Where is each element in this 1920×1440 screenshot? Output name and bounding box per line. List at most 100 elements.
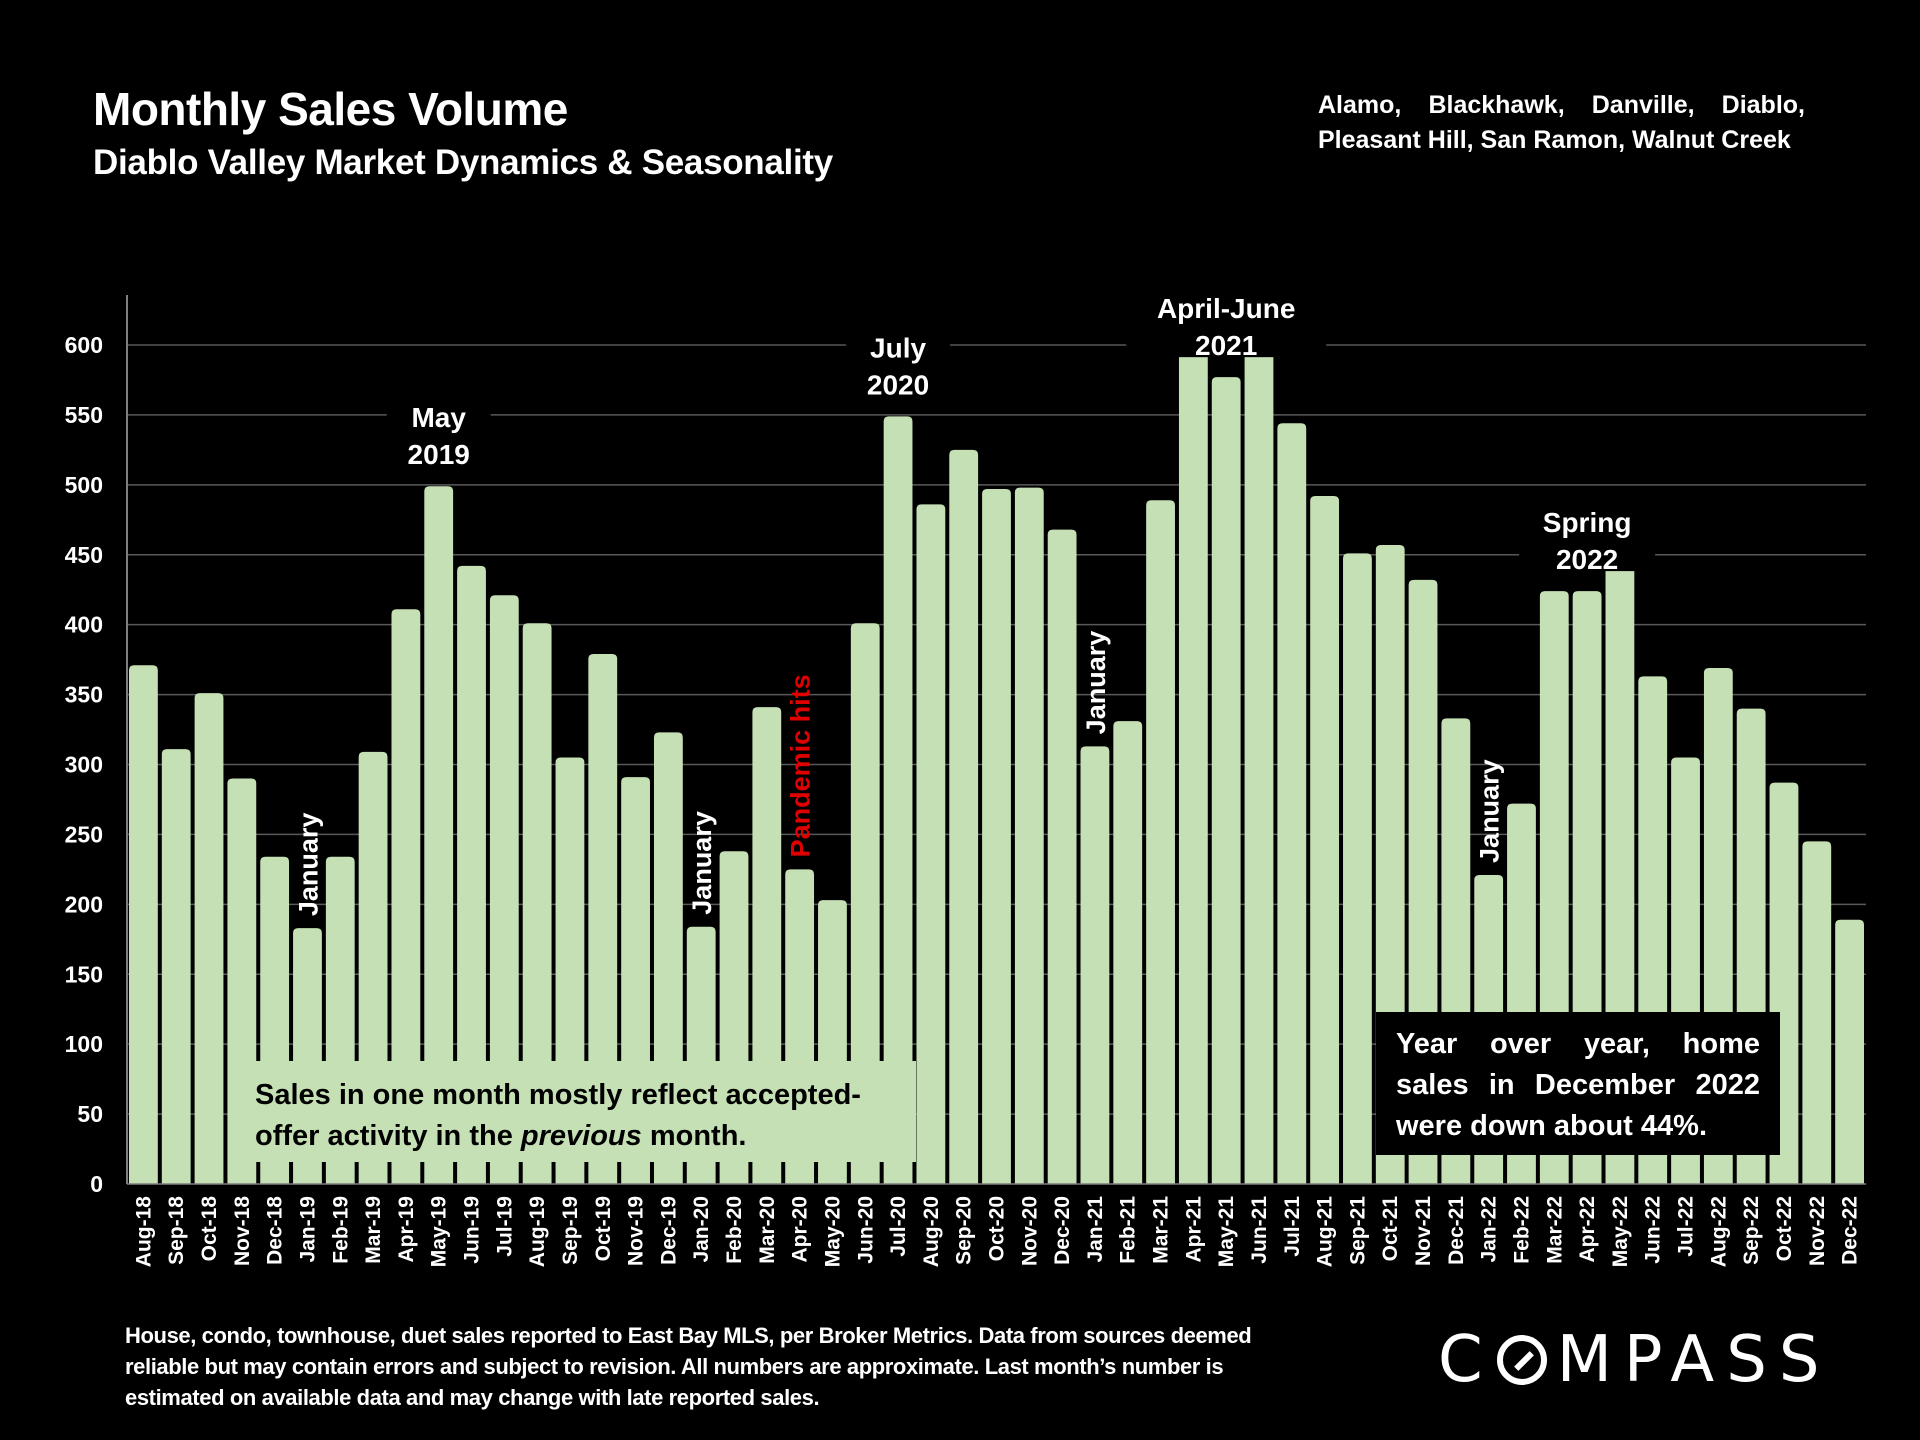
x-tick-Oct-20: Oct-20 xyxy=(986,1196,1009,1261)
x-tick-Jun-22: Jun-22 xyxy=(1642,1196,1665,1264)
bar-Oct-19 xyxy=(588,654,618,1184)
x-tick-Jan-21: Jan-21 xyxy=(1084,1196,1107,1263)
x-tick-Apr-19: Apr-19 xyxy=(395,1196,418,1263)
bar-Sep-20 xyxy=(949,449,979,1184)
bar-Jun-21 xyxy=(1244,314,1274,1184)
chart-subtitle: Diablo Valley Market Dynamics & Seasonal… xyxy=(93,143,833,182)
bar-Apr-21 xyxy=(1178,308,1208,1185)
bar-Aug-21 xyxy=(1310,496,1340,1184)
annotation-line: 2020 xyxy=(867,369,929,400)
y-tick-0: 0 xyxy=(90,1171,103,1197)
footer-line-1: House, condo, townhouse, duet sales repo… xyxy=(125,1323,1252,1348)
x-tick-May-21: May-21 xyxy=(1215,1196,1238,1268)
annotation-line: 2019 xyxy=(408,439,470,470)
bar-May-19 xyxy=(424,486,454,1184)
bar-Dec-22 xyxy=(1835,919,1864,1184)
y-tick-100: 100 xyxy=(65,1031,103,1057)
bar-Jun-19 xyxy=(457,565,486,1184)
x-tick-May-22: May-22 xyxy=(1609,1196,1632,1267)
note-left-emphasis: previous xyxy=(520,1120,642,1152)
x-tick-Jul-20: Jul-20 xyxy=(887,1196,910,1257)
note-year-over-year: Year over year, home sales in December 2… xyxy=(1376,1012,1780,1155)
y-tick-400: 400 xyxy=(65,612,103,638)
bar-Oct-20 xyxy=(982,489,1011,1184)
x-tick-Jun-19: Jun-19 xyxy=(461,1196,484,1264)
note-left-text-end: month. xyxy=(641,1120,747,1152)
x-tick-Apr-22: Apr-22 xyxy=(1576,1196,1599,1263)
annotation-line: 2021 xyxy=(1195,330,1257,361)
areas-list: Alamo, Blackhawk, Danville, Diablo, Plea… xyxy=(1318,88,1805,158)
y-tick-450: 450 xyxy=(65,542,103,568)
x-tick-Oct-21: Oct-21 xyxy=(1379,1196,1402,1262)
x-tick-Nov-19: Nov-19 xyxy=(625,1196,648,1266)
x-tick-Nov-20: Nov-20 xyxy=(1018,1196,1041,1266)
y-tick-550: 550 xyxy=(65,402,103,428)
compass-o-slash-icon xyxy=(1496,1335,1547,1385)
x-tick-Aug-18: Aug-18 xyxy=(132,1196,155,1267)
x-tick-Dec-21: Dec-21 xyxy=(1445,1196,1468,1265)
bar-Nov-20 xyxy=(1014,487,1044,1184)
x-tick-Sep-19: Sep-19 xyxy=(559,1196,582,1265)
x-tick-Mar-22: Mar-22 xyxy=(1543,1196,1566,1264)
annotation-line: July xyxy=(870,332,926,363)
annotation-bg xyxy=(1126,273,1327,358)
x-tick-Jun-20: Jun-20 xyxy=(854,1196,877,1264)
bar-Jan-21 xyxy=(1080,746,1110,1184)
annotation-bg xyxy=(1519,487,1656,572)
y-tick-250: 250 xyxy=(65,821,103,847)
x-tick-Aug-19: Aug-19 xyxy=(526,1196,549,1267)
x-tick-Oct-19: Oct-19 xyxy=(592,1196,615,1261)
x-tick-Jul-19: Jul-19 xyxy=(493,1196,516,1257)
vertical-label-Jan-22: January xyxy=(1475,759,1505,863)
chart-title: Monthly Sales Volume xyxy=(93,83,568,135)
areas-line-2: Pleasant Hill, San Ramon, Walnut Creek xyxy=(1318,126,1791,154)
x-tick-Jun-21: Jun-21 xyxy=(1248,1196,1271,1264)
annotation-Jul-20: July 2020 xyxy=(846,312,951,400)
bar-Mar-21 xyxy=(1146,500,1175,1185)
x-tick-Jan-20: Jan-20 xyxy=(690,1196,713,1263)
x-tick-Feb-19: Feb-19 xyxy=(329,1196,352,1264)
note-right-line-2: sales in December 2022 xyxy=(1396,1069,1760,1101)
annotation-May-21: April-June 2021 xyxy=(1126,273,1327,361)
y-tick-300: 300 xyxy=(65,752,103,778)
x-tick-Sep-21: Sep-21 xyxy=(1346,1196,1369,1265)
x-tick-Dec-22: Dec-22 xyxy=(1839,1196,1862,1265)
x-tick-Oct-18: Oct-18 xyxy=(198,1196,221,1262)
x-tick-Aug-20: Aug-20 xyxy=(920,1196,943,1267)
x-tick-Apr-21: Apr-21 xyxy=(1182,1196,1205,1263)
annotation-bg xyxy=(386,382,491,467)
x-tick-May-19: May-19 xyxy=(428,1196,451,1267)
annotation-Apr-22: Spring 2022 xyxy=(1519,487,1656,575)
compass-logo: C MPASS xyxy=(1438,1323,1831,1397)
areas-line-1: Alamo, Blackhawk, Danville, Diablo, xyxy=(1318,91,1805,119)
note-right-line-3: were down about 44%. xyxy=(1396,1110,1707,1142)
x-tick-Feb-20: Feb-20 xyxy=(723,1196,746,1264)
note-right-line-1: Year over year, home xyxy=(1396,1028,1760,1060)
annotation-line: May xyxy=(411,402,466,433)
x-tick-Jul-22: Jul-22 xyxy=(1675,1196,1698,1257)
annotation-line: Spring xyxy=(1543,507,1632,538)
y-tick-350: 350 xyxy=(65,682,103,708)
bar-Aug-20 xyxy=(916,504,946,1184)
annotation-line: 2022 xyxy=(1556,544,1618,575)
bar-Sep-18 xyxy=(161,749,191,1184)
bar-Jul-19 xyxy=(489,595,519,1184)
note-left-text: offer activity in the xyxy=(255,1120,521,1152)
footer-line-2: reliable but may contain errors and subj… xyxy=(125,1354,1224,1379)
annotation-line: April-June xyxy=(1157,293,1295,324)
x-tick-Nov-21: Nov-21 xyxy=(1412,1196,1435,1266)
bar-Oct-18 xyxy=(194,693,224,1184)
bar-Dec-20 xyxy=(1047,529,1077,1184)
logo-text-start: C xyxy=(1438,1323,1495,1397)
bar-Aug-18 xyxy=(129,665,158,1184)
vertical-labels: January January Pandemic hits January Januar… xyxy=(293,631,1504,916)
bar-Jul-20 xyxy=(883,416,913,1184)
bar-Jul-21 xyxy=(1277,423,1307,1185)
footer-disclaimer: House, condo, townhouse, duet sales repo… xyxy=(125,1320,1365,1413)
bar-Jun-20 xyxy=(850,623,880,1184)
y-tick-500: 500 xyxy=(65,472,103,498)
bar-Aug-19 xyxy=(522,623,552,1184)
bar-Feb-21 xyxy=(1113,721,1143,1184)
bar-Sep-21 xyxy=(1343,553,1372,1184)
